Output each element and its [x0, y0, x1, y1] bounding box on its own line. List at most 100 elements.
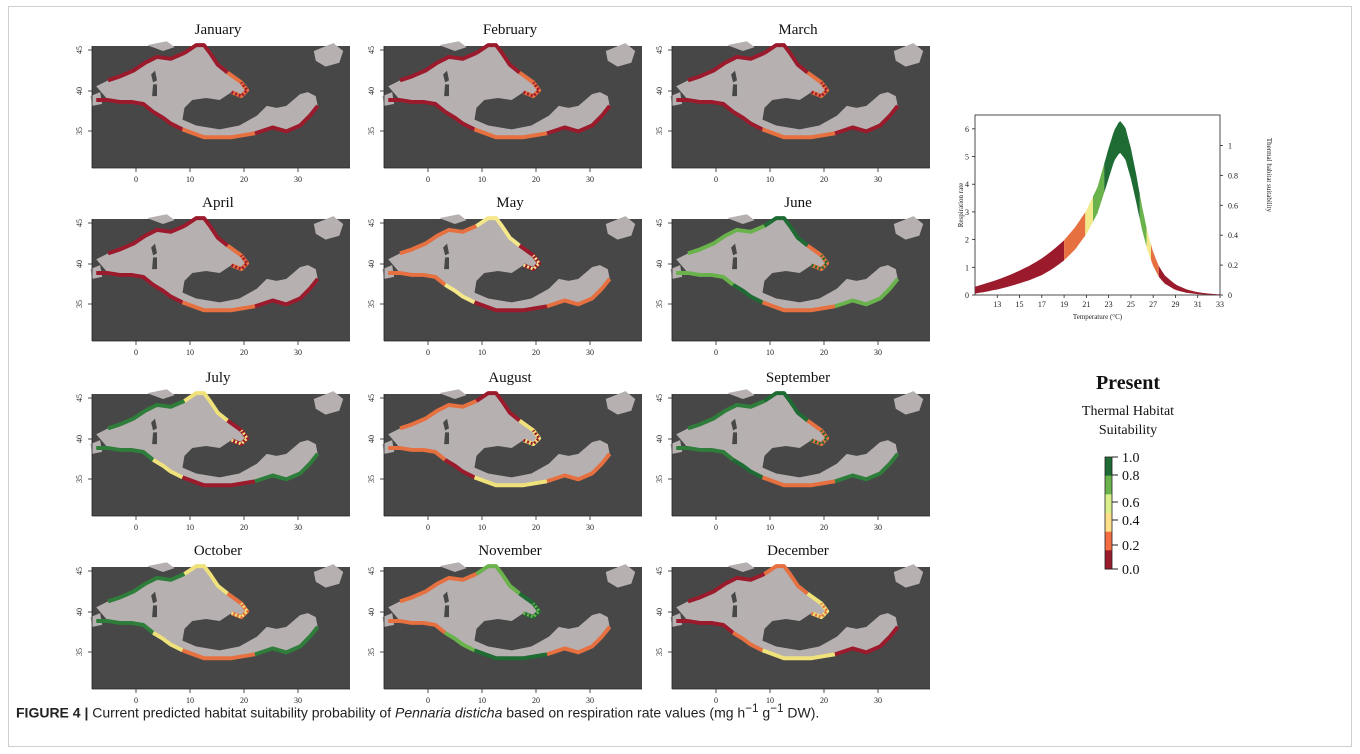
map-y-tick-label: 45: [655, 394, 664, 402]
suitability-coast-1: [763, 216, 809, 248]
suitability-coast-3: [96, 271, 155, 287]
legend-color-1: [1105, 475, 1112, 495]
map-y-tick-label: 45: [75, 394, 84, 402]
map-title: March: [778, 22, 818, 38]
black-sea-land: [313, 43, 344, 67]
map-x-tick-label: 10: [766, 175, 774, 184]
aegean-coast: [810, 81, 830, 98]
map-x-tick-label: 10: [478, 175, 486, 184]
map-y-tick-label: 45: [367, 219, 376, 227]
map-y-tick-label: 40: [75, 260, 84, 268]
suitability-coast-1: [183, 216, 229, 248]
suitability-coast-0: [687, 51, 766, 83]
x-tick-label: 15: [1016, 300, 1024, 309]
map-x-tick-label: 10: [766, 696, 774, 705]
basin-land: [676, 218, 898, 311]
y2-tick-label: 0.8: [1228, 171, 1238, 180]
alps-land: [147, 389, 175, 399]
legend-tick-label: 0.2: [1122, 539, 1140, 554]
map-x-tick-label: 0: [426, 696, 430, 705]
iberia-land: [670, 265, 683, 279]
map-y-tick-label: 40: [655, 260, 664, 268]
x-tick-label: 13: [993, 300, 1001, 309]
basin-land: [96, 393, 318, 486]
map-x-tick-label: 10: [478, 348, 486, 357]
x-tick-label: 25: [1127, 300, 1135, 309]
y-tick-label: 5: [965, 153, 969, 162]
x-tick-label: 31: [1194, 300, 1202, 309]
map-title: April: [202, 195, 234, 211]
legend-color-0: [1105, 457, 1112, 477]
suitability-coast-4: [444, 110, 476, 132]
suitability-coast-3: [676, 619, 735, 635]
corsica-island: [443, 243, 449, 256]
map-x-tick-label: 20: [532, 696, 540, 705]
legend-tick-label: 0.0: [1122, 563, 1140, 578]
suitability-coast-1: [475, 391, 521, 423]
map-y-tick-label: 45: [655, 567, 664, 575]
sicily-island: [194, 449, 205, 456]
map-y-tick-label: 35: [367, 127, 376, 135]
suitability-coast-2: [806, 70, 830, 99]
map-panel-march: March 45 40 35 0 10 20 30: [648, 22, 930, 184]
caption-text-1: Current predicted habitat suitability pr…: [88, 704, 395, 721]
legend-color-2: [1105, 494, 1112, 514]
map-title: January: [194, 22, 242, 38]
map-panel-november: November 45 40 35 0 10 20 30: [360, 543, 642, 705]
suitability-coast-3: [388, 446, 447, 462]
mediterranean-map: 45 40 35 0 10 20 30: [75, 41, 350, 184]
suitability-coast-0: [687, 224, 766, 256]
iberia-land: [382, 265, 395, 279]
corsica-island: [151, 418, 157, 431]
map-x-tick-label: 30: [874, 523, 882, 532]
map-y-tick-label: 35: [367, 300, 376, 308]
x-tick-label: 27: [1149, 300, 1157, 309]
corsica-island: [731, 418, 737, 431]
suitability-coast-6: [834, 625, 900, 657]
suitability-coast-1: [763, 43, 809, 75]
map-x-tick-label: 0: [714, 348, 718, 357]
sardinia-island: [444, 432, 449, 445]
respiration-curve-chart: 13 15 17 19 21 23 25 27 29 31 33012345600.20.40.60…: [957, 114, 1273, 321]
suitability-coast-2: [226, 243, 250, 272]
corsica-island: [151, 591, 157, 604]
suitability-coast-1: [475, 216, 521, 248]
y2-tick-label: 0.6: [1228, 201, 1238, 210]
iberia-land: [670, 92, 683, 106]
map-x-tick-label: 20: [240, 523, 248, 532]
y2-tick-label: 1: [1228, 141, 1232, 150]
x-tick-label: 29: [1171, 300, 1179, 309]
map-y-tick-label: 45: [75, 567, 84, 575]
aegean-coast: [522, 602, 542, 619]
map-x-tick-label: 10: [478, 523, 486, 532]
suitability-coast-4: [444, 283, 476, 305]
map-y-tick-label: 35: [75, 300, 84, 308]
legend-color-3: [1105, 513, 1112, 533]
suitability-coast-2: [518, 591, 542, 620]
suitability-coast-6: [254, 452, 320, 484]
map-x-tick-label: 10: [766, 523, 774, 532]
map-y-tick-label: 45: [367, 394, 376, 402]
alps-land: [727, 214, 755, 224]
alps-land: [439, 562, 467, 572]
suitability-coast-4: [152, 631, 184, 653]
map-title: October: [193, 543, 243, 559]
map-x-tick-label: 0: [714, 696, 718, 705]
legend-color-4: [1105, 531, 1112, 551]
mediterranean-map: 45 40 35 0 10 20 30: [367, 389, 642, 532]
sicily-island: [486, 101, 497, 108]
y2-tick-label: 0.2: [1228, 261, 1238, 270]
corsica-island: [151, 243, 157, 256]
sardinia-island: [444, 257, 449, 270]
suitability-coast-5: [473, 127, 548, 140]
sicily-island: [486, 274, 497, 281]
map-x-tick-label: 30: [586, 696, 594, 705]
map-title: February: [482, 22, 538, 38]
suitability-coast-4: [152, 110, 184, 132]
suitability-coast-1: [763, 564, 809, 596]
sardinia-island: [732, 605, 737, 618]
caption-text-4: DW).: [783, 704, 820, 721]
corsica-island: [443, 591, 449, 604]
x-tick-label: 33: [1216, 300, 1224, 309]
suitability-band-5: [1139, 194, 1147, 247]
